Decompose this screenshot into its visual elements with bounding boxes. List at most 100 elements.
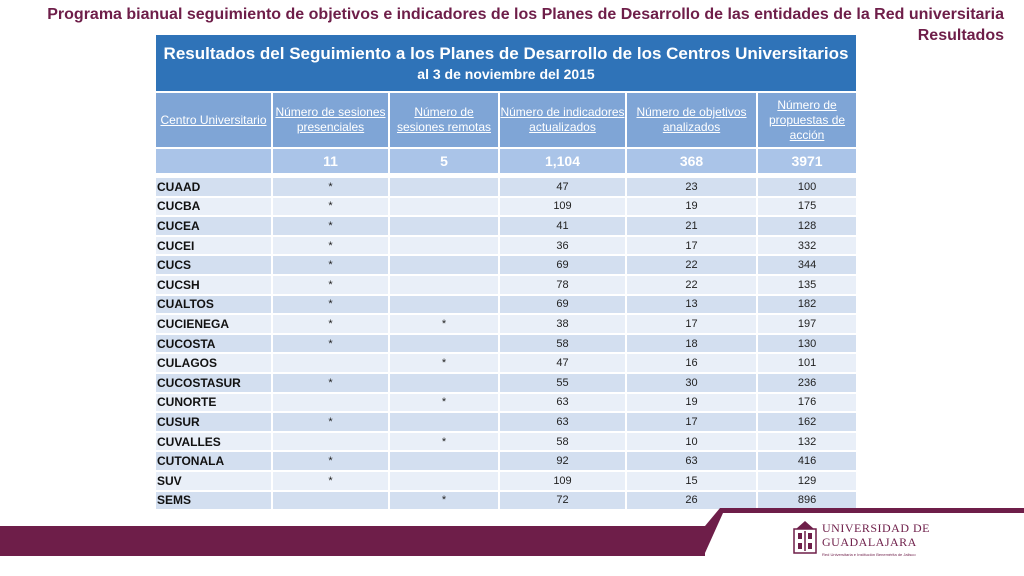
cell-propuestas: 128 — [757, 216, 858, 236]
cell-remotas: * — [389, 490, 499, 511]
table-row: CUCBA * 109 19 175 — [155, 196, 858, 217]
cell-propuestas: 132 — [757, 431, 858, 452]
cell-remotas — [389, 255, 499, 275]
col-header-remotas: Número de sesiones remotas — [389, 92, 499, 148]
footer-band — [0, 526, 760, 556]
results-table: Resultados del Seguimiento a los Planes … — [155, 34, 858, 511]
table-body: CUAAD * 47 23 100 CUCBA * 109 19 175 CUCEA * 41 21 128… — [155, 177, 858, 511]
cell-presenciales: * — [272, 412, 389, 432]
column-header-row: Centro Universitario Número de sesiones … — [155, 92, 858, 148]
cell-propuestas: 162 — [757, 412, 858, 432]
table-row: SUV * 109 15 129 — [155, 470, 858, 491]
cell-centro: CUVALLES — [155, 431, 272, 452]
cell-indicadores: 47 — [499, 353, 626, 373]
cell-indicadores: 55 — [499, 372, 626, 393]
table-row: CUCEI * 36 17 332 — [155, 235, 858, 256]
cell-remotas — [389, 274, 499, 295]
cell-presenciales: * — [272, 470, 389, 491]
table-row: CUAAD * 47 23 100 — [155, 177, 858, 197]
total-remotas: 5 — [389, 148, 499, 174]
cell-remotas — [389, 412, 499, 432]
cell-presenciales — [272, 490, 389, 511]
cell-presenciales: * — [272, 333, 389, 354]
table-row: CUTONALA * 92 63 416 — [155, 451, 858, 471]
cell-objetivos: 19 — [626, 196, 757, 217]
cell-propuestas: 344 — [757, 255, 858, 275]
cell-objetivos: 21 — [626, 216, 757, 236]
cell-presenciales: * — [272, 314, 389, 334]
cell-indicadores: 109 — [499, 196, 626, 217]
cell-centro: CUCSH — [155, 274, 272, 295]
slide-title: Programa bianual seguimiento de objetivo… — [14, 4, 1004, 46]
cell-objetivos: 19 — [626, 392, 757, 413]
cell-remotas: * — [389, 353, 499, 373]
cell-presenciales — [272, 392, 389, 413]
table-row: CUVALLES * 58 10 132 — [155, 431, 858, 452]
total-indicadores: 1,104 — [499, 148, 626, 174]
cell-propuestas: 130 — [757, 333, 858, 354]
cell-presenciales: * — [272, 196, 389, 217]
cell-centro: CUCBA — [155, 196, 272, 217]
cell-indicadores: 38 — [499, 314, 626, 334]
cell-centro: CUALTOS — [155, 294, 272, 315]
col-header-objetivos: Número de objetivos analizados — [626, 92, 757, 148]
crest-icon — [793, 521, 817, 554]
cell-presenciales: * — [272, 451, 389, 471]
cell-remotas — [389, 372, 499, 393]
logo-line1: UNIVERSIDAD DE — [822, 521, 930, 535]
cell-objetivos: 16 — [626, 353, 757, 373]
cell-propuestas: 182 — [757, 294, 858, 315]
cell-centro: CUCS — [155, 255, 272, 275]
cell-presenciales: * — [272, 255, 389, 275]
cell-propuestas: 129 — [757, 470, 858, 491]
total-propuestas: 3971 — [757, 148, 858, 174]
cell-indicadores: 63 — [499, 412, 626, 432]
total-centro — [155, 148, 272, 174]
cell-centro: CUAAD — [155, 177, 272, 197]
cell-objetivos: 10 — [626, 431, 757, 452]
cell-indicadores: 58 — [499, 333, 626, 354]
cell-centro: CUSUR — [155, 412, 272, 432]
cell-remotas — [389, 235, 499, 256]
cell-presenciales: * — [272, 177, 389, 197]
col-header-indicadores: Número de indicadores actualizados — [499, 92, 626, 148]
cell-indicadores: 58 — [499, 431, 626, 452]
total-presenciales: 11 — [272, 148, 389, 174]
cell-remotas: * — [389, 392, 499, 413]
cell-presenciales: * — [272, 372, 389, 393]
cell-remotas: * — [389, 314, 499, 334]
cell-indicadores: 41 — [499, 216, 626, 236]
totals-row: 11 5 1,104 368 3971 — [155, 148, 858, 174]
table-banner: Resultados del Seguimiento a los Planes … — [155, 34, 858, 92]
cell-indicadores: 69 — [499, 255, 626, 275]
table-row: CUCOSTA * 58 18 130 — [155, 333, 858, 354]
banner-title: Resultados del Seguimiento a los Planes … — [163, 44, 849, 63]
cell-remotas — [389, 470, 499, 491]
cell-objetivos: 17 — [626, 412, 757, 432]
col-header-centro: Centro Universitario — [155, 92, 272, 148]
cell-centro: CUCEI — [155, 235, 272, 256]
cell-centro: CUCIENEGA — [155, 314, 272, 334]
cell-propuestas: 175 — [757, 196, 858, 217]
cell-propuestas: 176 — [757, 392, 858, 413]
table-row: CUSUR * 63 17 162 — [155, 412, 858, 432]
cell-indicadores: 78 — [499, 274, 626, 295]
cell-indicadores: 72 — [499, 490, 626, 511]
total-objetivos: 368 — [626, 148, 757, 174]
cell-centro: SEMS — [155, 490, 272, 511]
footer-slant-shape — [705, 508, 1024, 576]
cell-objetivos: 18 — [626, 333, 757, 354]
cell-propuestas: 135 — [757, 274, 858, 295]
cell-remotas — [389, 451, 499, 471]
cell-remotas — [389, 216, 499, 236]
cell-indicadores: 36 — [499, 235, 626, 256]
logo-tagline: Red Universitaria e Institución Beneméri… — [822, 552, 916, 557]
cell-remotas — [389, 196, 499, 217]
logo-line2: GUADALAJARA — [822, 535, 917, 549]
table-row: CUCEA * 41 21 128 — [155, 216, 858, 236]
col-header-presenciales: Número de sesiones presenciales — [272, 92, 389, 148]
cell-objetivos: 26 — [626, 490, 757, 511]
cell-objetivos: 17 — [626, 235, 757, 256]
university-logo: UNIVERSIDAD DE GUADALAJARA Red Universit… — [792, 519, 932, 561]
table-row: CUCOSTASUR * 55 30 236 — [155, 372, 858, 393]
